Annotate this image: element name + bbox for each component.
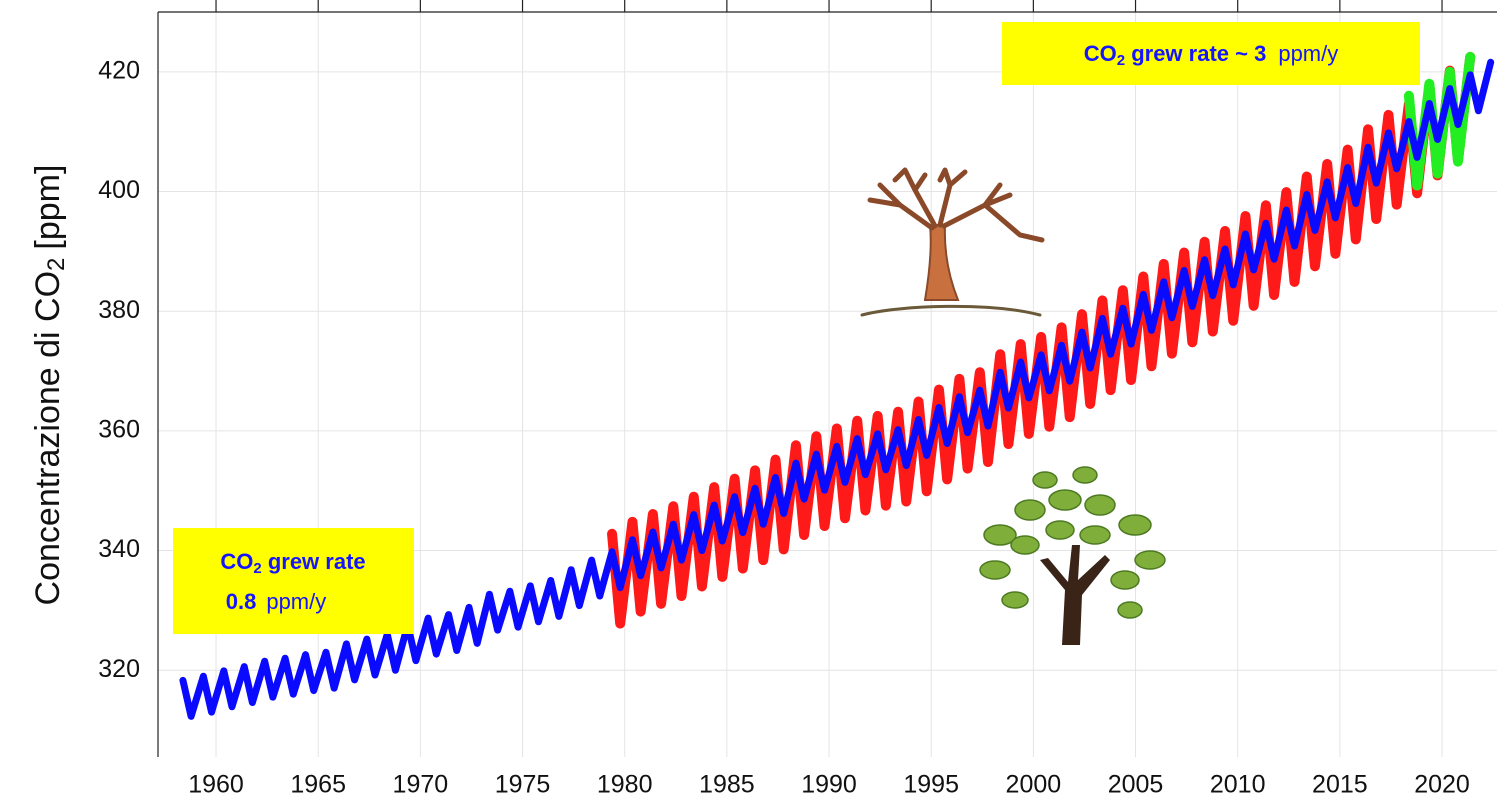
- data-line: [179, 58, 1495, 720]
- y-tick-label: 360: [98, 415, 140, 443]
- x-tick-label: 1985: [699, 771, 755, 799]
- x-tick-label: 1980: [597, 771, 653, 799]
- annotation-text: grew rate ~ 3: [1125, 41, 1266, 66]
- x-tick-label: 1975: [495, 771, 551, 799]
- y-tick-label: 400: [98, 176, 140, 204]
- x-tick-label: 2015: [1312, 771, 1368, 799]
- x-tick-label: 2000: [1006, 771, 1062, 799]
- y-tick-label: 380: [98, 296, 140, 324]
- annotation-text: grew rate: [262, 549, 366, 574]
- annotation-box: [1002, 22, 1420, 85]
- y-tick-label: 420: [98, 56, 140, 84]
- grid: [158, 12, 1497, 757]
- y-tick-label: 320: [98, 655, 140, 683]
- x-tick-label: 2010: [1210, 771, 1266, 799]
- lines: [179, 51, 1495, 720]
- x-tick-label: 1970: [393, 771, 449, 799]
- annotation-text: 2: [1117, 52, 1125, 69]
- annotation: CO2 grew rate ~ 3 ppm/y: [1084, 41, 1339, 69]
- data-line: [607, 51, 1476, 629]
- annotation-box: [173, 528, 414, 634]
- y-tick-label: 340: [98, 535, 140, 563]
- x-tick-label: 2005: [1108, 771, 1164, 799]
- leafy-tree: [979, 466, 1166, 645]
- x-tick-label: 1995: [903, 771, 959, 799]
- x-tick-label: 1960: [188, 771, 244, 799]
- x-tick-label: 2020: [1414, 771, 1470, 799]
- annotation: CO2 grew rate: [220, 549, 365, 577]
- x-tick-label: 1965: [290, 771, 346, 799]
- annotation-text: ppm/y: [1278, 41, 1338, 66]
- annotation-text: 2: [253, 560, 261, 577]
- y-axis-label-part: Concentrazione di CO: [29, 271, 67, 606]
- annotation-text: CO: [1084, 41, 1117, 66]
- y-axis-label-part: 2: [43, 258, 70, 271]
- y-axis-label: Concentrazione di CO2 [ppm]: [29, 165, 70, 606]
- y-axis-label-part: [ppm]: [29, 165, 67, 250]
- annotation: 0.8 ppm/y: [226, 589, 327, 614]
- x-tick-label: 1990: [801, 771, 857, 799]
- annotation-text: CO: [220, 549, 253, 574]
- bare-tree: [860, 167, 1045, 317]
- data-line: [1403, 51, 1476, 191]
- annotation-text: ppm/y: [266, 589, 326, 614]
- annotation-text: 0.8: [226, 589, 257, 614]
